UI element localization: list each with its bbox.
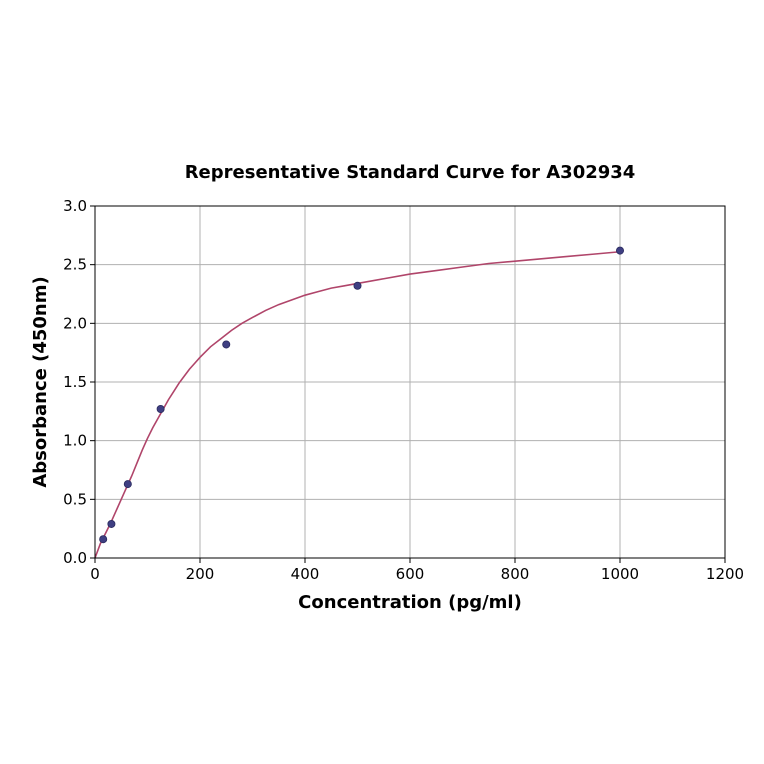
x-tick-label: 0 <box>90 565 100 583</box>
y-axis-ticks: 0.0 0.5 1.0 1.5 2.0 2.5 3.0 <box>63 197 95 567</box>
data-point <box>99 535 108 544</box>
y-axis-label: Absorbance (450nm) <box>30 276 51 487</box>
data-point <box>123 480 132 489</box>
data-point <box>107 519 116 528</box>
grid-lines <box>94 205 726 559</box>
data-point <box>353 281 362 290</box>
data-point <box>616 246 625 255</box>
x-axis-ticks: 0 200 400 600 800 1000 1200 <box>90 558 744 583</box>
x-tick-label: 1200 <box>706 565 744 583</box>
y-tick-label: 0.5 <box>63 490 87 508</box>
data-point <box>156 404 165 413</box>
x-tick-label: 400 <box>291 565 320 583</box>
y-tick-label: 1.5 <box>63 373 87 391</box>
x-tick-label: 200 <box>186 565 215 583</box>
x-axis-label: Concentration (pg/ml) <box>298 592 522 613</box>
x-tick-label: 1000 <box>601 565 639 583</box>
x-tick-label: 800 <box>501 565 530 583</box>
y-tick-label: 2.0 <box>63 314 87 332</box>
y-tick-label: 0.0 <box>63 549 87 567</box>
fitted-curve <box>94 250 621 559</box>
y-tick-label: 3.0 <box>63 197 87 215</box>
y-tick-label: 2.5 <box>63 256 87 274</box>
data-point <box>222 340 231 349</box>
y-tick-label: 1.0 <box>63 432 87 450</box>
fitted-curve-line <box>94 250 621 559</box>
data-points <box>99 246 625 544</box>
chart-title: Representative Standard Curve for A30293… <box>185 162 636 183</box>
x-tick-label: 600 <box>396 565 425 583</box>
